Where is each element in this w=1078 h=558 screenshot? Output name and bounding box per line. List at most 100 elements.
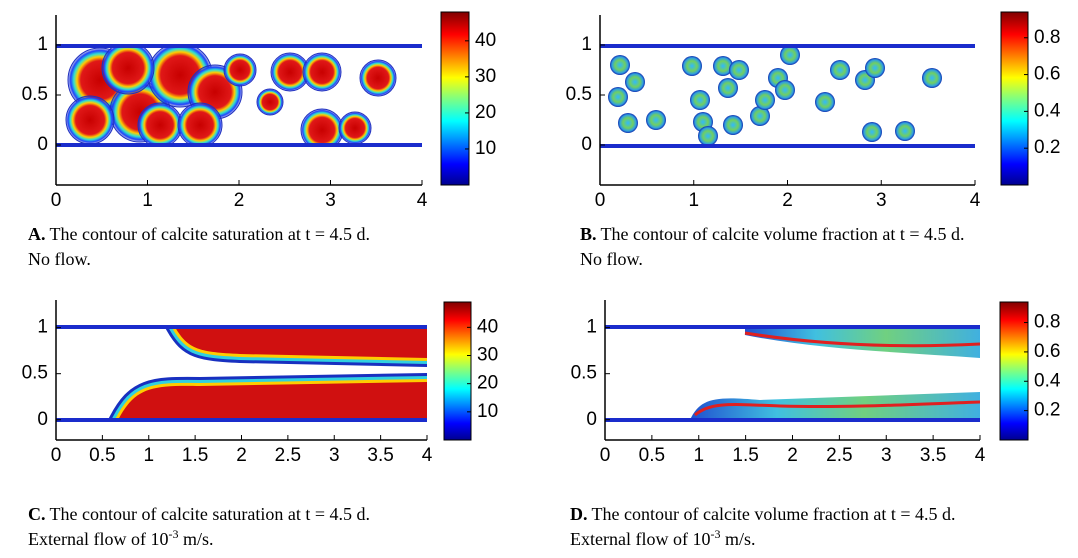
colorbar-tick-label: 40: [477, 316, 498, 337]
contour-blob: [895, 121, 915, 141]
note-base: 10: [150, 529, 168, 549]
colorbar-tick-label: 0.6: [1034, 64, 1060, 85]
x-tick-label: 2: [236, 445, 247, 466]
colorbar-tick-label: 20: [477, 373, 498, 394]
contour-band: [694, 400, 980, 417]
contour-blob: [922, 68, 942, 88]
x-tick-label: 0.5: [639, 445, 665, 466]
x-tick-label: 0: [51, 190, 62, 211]
contour-blob: [780, 46, 800, 65]
note-text: External flow of: [28, 529, 150, 549]
x-tick-label: 1: [143, 445, 154, 466]
panel: 0 0.5 1 1.5 2 2.5 3 3.5 4 0 0.5 1 0.2 0.4 0.6 0.8 D. The …: [570, 300, 1061, 549]
contour-blob: [608, 87, 628, 107]
y-tick-label: 1: [581, 34, 592, 55]
x-tick-label: 2: [782, 190, 793, 211]
contour-band: [744, 331, 980, 348]
contour-blob: [177, 102, 223, 145]
contour-blob: [830, 60, 850, 80]
contour-blob: [815, 92, 835, 112]
y-tick-label: 1: [37, 34, 48, 55]
contour-blob: [646, 110, 666, 130]
colorbar-tick-label: 0.8: [1034, 312, 1060, 333]
caption: C. The contour of calcite saturation at t…: [28, 504, 370, 524]
y-tick-label: 1: [586, 317, 597, 338]
y-tick-label: 0.5: [22, 363, 48, 384]
note-text: No flow.: [28, 249, 91, 269]
x-tick-label: 3: [329, 445, 340, 466]
colorbar: [1000, 11, 1029, 186]
note-text: No flow.: [580, 249, 643, 269]
caption: D. The contour of calcite volume fraction…: [570, 504, 956, 524]
note-base: 10: [692, 529, 710, 549]
y-tick-label: 0.5: [571, 363, 597, 384]
x-tick-label: 1: [688, 190, 699, 211]
contour-field: [690, 327, 980, 420]
contour-blob: [698, 126, 718, 146]
caption-label: C.: [28, 504, 46, 524]
colorbar-tick-label: 0.4: [1034, 100, 1061, 121]
x-tick-label: 3: [876, 190, 887, 211]
x-tick-label: 1.5: [182, 445, 208, 466]
contour-blob: [682, 56, 702, 76]
colorbar-tick-label: 30: [477, 345, 498, 366]
caption-text: The contour of calcite volume fraction a…: [592, 504, 956, 524]
contour-blob: [862, 122, 882, 142]
x-tick-label: 1: [142, 190, 153, 211]
y-tick-label: 1: [37, 317, 48, 338]
x-tick-label: 2: [234, 190, 245, 211]
colorbar-tick-label: 40: [475, 30, 496, 51]
colorbar: [440, 11, 470, 186]
y-tick-label: 0.5: [22, 84, 48, 105]
colorbar-tick-label: 0.2: [1034, 137, 1060, 158]
y-tick-label: 0: [586, 409, 597, 430]
x-tick-label: 1: [693, 445, 704, 466]
contour-blob: [302, 52, 342, 92]
contour-blob: [750, 106, 770, 126]
x-tick-label: 1.5: [732, 445, 758, 466]
contour-field: [65, 46, 397, 145]
colorbar-tick-label: 0.8: [1034, 27, 1060, 48]
contour-blob: [755, 90, 775, 110]
note-unit: m/s.: [178, 529, 213, 549]
x-tick-label: 4: [422, 445, 433, 466]
contour-blob: [137, 102, 183, 145]
colorbar-tick-label: 20: [475, 102, 496, 123]
contour-blob: [718, 78, 738, 98]
caption: A. The contour of calcite saturation at t…: [28, 224, 370, 244]
note-unit: m/s.: [720, 529, 755, 549]
colorbar-tick-label: 10: [475, 138, 496, 159]
caption-label: D.: [570, 504, 588, 524]
x-tick-label: 4: [970, 190, 981, 211]
caption: B. The contour of calcite volume fraction…: [580, 224, 965, 244]
x-tick-label: 0.5: [89, 445, 115, 466]
panel: 0 1 2 3 4 0 0.5 1 0.2 0.4 0.6 0.8 B. The contour of c…: [566, 11, 1061, 269]
caption-note: No flow.: [580, 249, 643, 269]
x-tick-label: 2.5: [275, 445, 301, 466]
colorbar: [443, 301, 472, 441]
caption-label: A.: [28, 224, 46, 244]
contour-field: [107, 327, 427, 420]
colorbar-tick-label: 0.2: [1034, 400, 1060, 421]
colorbar-tick-label: 0.6: [1034, 341, 1060, 362]
contour-blob: [359, 59, 397, 97]
contour-band: [118, 382, 427, 420]
contour-blob: [223, 53, 257, 87]
colorbar-tick-label: 10: [477, 401, 498, 422]
x-tick-label: 2.5: [826, 445, 852, 466]
caption-note: No flow.: [28, 249, 91, 269]
contour-blob: [729, 60, 749, 80]
note-text: External flow of: [570, 529, 692, 549]
colorbar-tick-label: 30: [475, 66, 496, 87]
contour-blob: [713, 56, 733, 76]
colorbar-tick-label: 0.4: [1034, 370, 1061, 391]
contour-blob: [625, 72, 645, 92]
x-tick-label: 4: [975, 445, 986, 466]
contour-blob: [256, 88, 284, 116]
note-exponent: -3: [710, 527, 720, 541]
contour-blob: [723, 115, 743, 135]
contour-blob: [65, 95, 115, 145]
caption-text: The contour of calcite saturation at t =…: [50, 224, 371, 244]
